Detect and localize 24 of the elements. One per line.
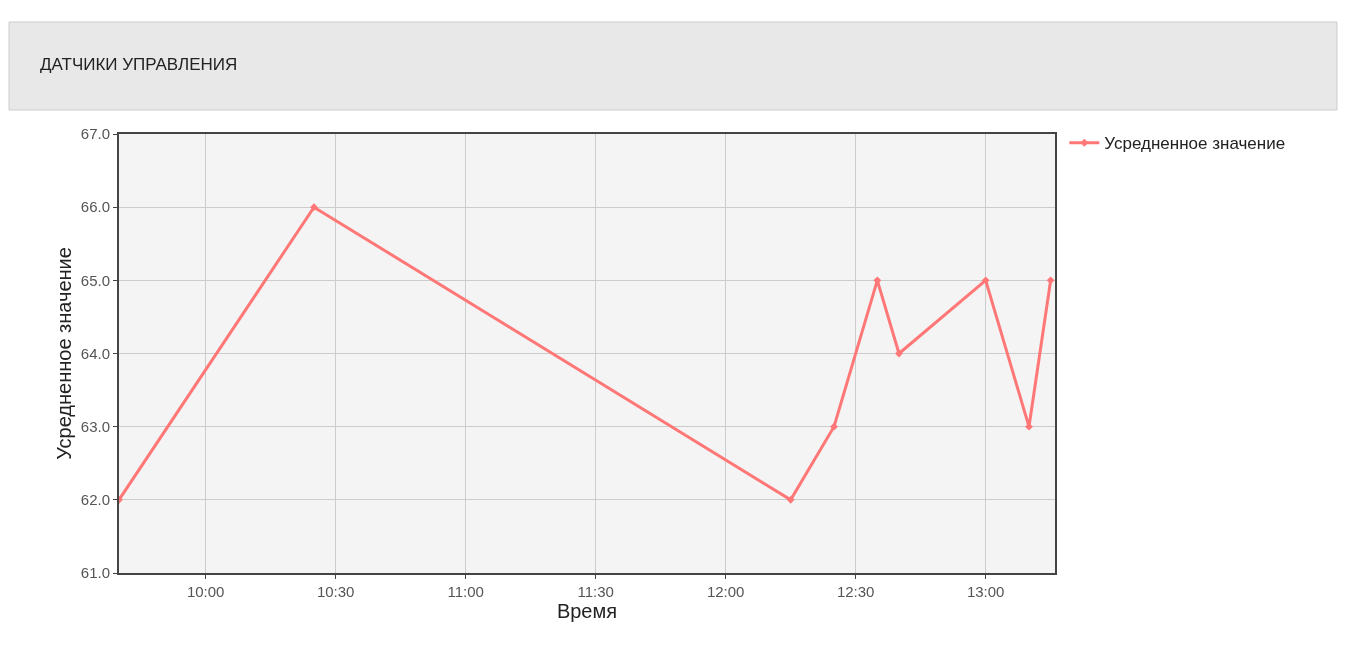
x-tick-label: 10:30 — [316, 583, 355, 600]
point — [1046, 276, 1055, 285]
chart-title: ДАТЧИКИ УПРАВЛЕНИЯ — [40, 54, 238, 74]
point — [786, 495, 795, 504]
point — [981, 276, 990, 285]
point — [830, 422, 838, 431]
x-tick-label: 10:00 — [186, 583, 225, 600]
legend-label: Усредненное значение — [1104, 134, 1286, 154]
x-axis-title: Время — [556, 600, 618, 622]
x-tick-label: 12:00 — [706, 583, 745, 600]
point — [310, 203, 318, 212]
x-tick-label: 11:30 — [577, 583, 614, 600]
y-tick-label: 66.0 — [80, 198, 110, 216]
point — [895, 349, 903, 358]
y-tick-label: 67.0 — [80, 125, 110, 143]
y-tick-label: 64.0 — [80, 344, 110, 362]
y-axis-title: Усредненное значение — [52, 247, 75, 460]
y-tick-label: 61.0 — [80, 564, 110, 582]
y-tick-label: 63.0 — [80, 417, 110, 435]
x-tick-label: 11:00 — [447, 583, 484, 600]
y-tick-label: 65.0 — [80, 271, 110, 289]
x-tick-label: 13:00 — [966, 583, 1005, 600]
x-tick-label: 12:30 — [836, 583, 875, 600]
y-tick-label: 62.0 — [80, 491, 110, 509]
